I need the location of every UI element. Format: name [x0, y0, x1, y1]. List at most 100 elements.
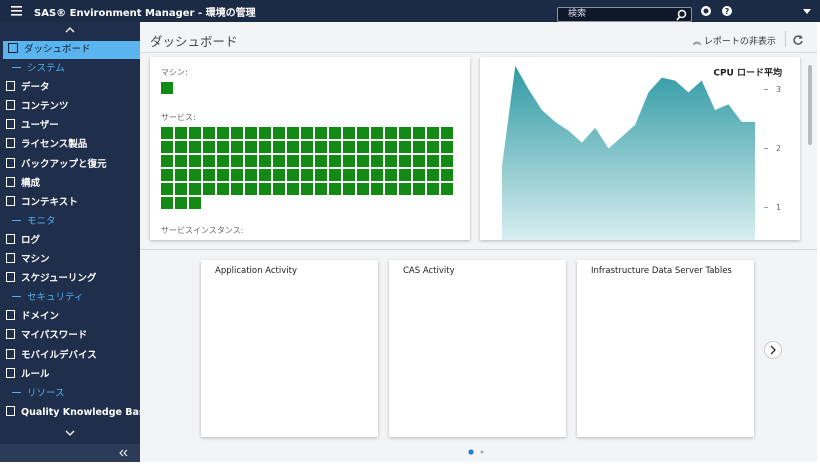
service-square: [413, 183, 425, 195]
toolbar-icons[interactable]: ?: [700, 5, 736, 17]
nav-item[interactable]: マシン: [0, 251, 140, 269]
nav-item[interactable]: ユーザー: [0, 117, 140, 135]
service-square: [371, 141, 383, 153]
nav-item[interactable]: データ: [0, 79, 140, 97]
nav-icon: [6, 176, 15, 187]
nav-icon: [6, 233, 15, 244]
nav-item[interactable]: スケジューリング: [0, 270, 140, 288]
service-square: [427, 183, 439, 195]
app-title: SAS® Environment Manager - 環境の管理: [34, 8, 256, 19]
top-bar: SAS® Environment Manager - 環境の管理 検索 ?: [0, 0, 820, 22]
pagination-dots[interactable]: [466, 448, 486, 456]
report-card: Application Activity: [201, 260, 378, 437]
service-square: [217, 155, 229, 167]
next-button[interactable]: [763, 340, 783, 360]
nav-item[interactable]: Quality Knowledge Bases: [0, 404, 157, 422]
nav-label: マイパスワード: [21, 330, 88, 342]
service-square: [203, 155, 215, 167]
nav-item[interactable]: モバイルデバイス: [0, 347, 140, 365]
collapse-bar[interactable]: [0, 444, 140, 462]
service-square: [287, 183, 299, 195]
nav-item[interactable]: バックアップと復元: [0, 156, 140, 174]
service-square: [329, 155, 341, 167]
nav-label: マシン: [21, 254, 50, 265]
service-square: [301, 169, 313, 181]
search-box[interactable]: 検索: [557, 7, 692, 22]
nav-icon: [6, 253, 15, 263]
service-square: [301, 155, 313, 167]
service-square: [273, 141, 285, 153]
service-square: [245, 155, 257, 167]
service-square: [371, 183, 383, 195]
service-square: [385, 127, 397, 139]
nav-section: リソース: [0, 385, 140, 403]
user-menu[interactable]: [802, 8, 812, 16]
menu-button[interactable]: [10, 5, 24, 17]
y-tick-label: 1: [776, 203, 781, 212]
service-square: [343, 169, 355, 181]
service-square: [413, 169, 425, 181]
nav-label: ログ: [21, 234, 41, 246]
status-card: マシン: サービス: サービスインスタンス:: [150, 57, 470, 240]
card-title: Application Activity: [215, 266, 297, 276]
service-square: [175, 197, 187, 209]
service-square: [161, 127, 173, 139]
service-square: [441, 183, 453, 195]
scroll-down[interactable]: [65, 430, 75, 436]
nav-item[interactable]: ドメイン: [0, 308, 140, 326]
nav-label: ユーザー: [21, 120, 59, 132]
service-square: [287, 169, 299, 181]
service-square: [231, 155, 243, 167]
card-title: Infrastructure Data Server Tables: [591, 266, 732, 276]
service-square: [357, 183, 369, 195]
nav-item[interactable]: コンテンツ: [0, 98, 140, 116]
service-square: [315, 141, 327, 153]
service-square: [217, 141, 229, 153]
service-square: [343, 183, 355, 195]
scrollbar[interactable]: [808, 65, 812, 145]
service-square: [217, 127, 229, 139]
service-square: [427, 127, 439, 139]
chart-title: CPU ロード平均: [713, 67, 782, 79]
service-square: [287, 127, 299, 139]
nav-item[interactable]: コンテキスト: [0, 194, 140, 212]
nav-section: セキュリティ: [0, 289, 140, 307]
nav-label: バックアップと復元: [21, 158, 107, 170]
service-square: [315, 183, 327, 195]
refresh-button[interactable]: [792, 34, 804, 46]
nav-icon: [6, 100, 15, 111]
hide-reports-button[interactable]: ︽ レポートの非表示: [693, 37, 776, 47]
service-square: [371, 155, 383, 167]
nav-item[interactable]: ログ: [0, 232, 140, 250]
header-divider: [140, 52, 817, 53]
nav-label: ルール: [21, 368, 50, 380]
service-square: [329, 141, 341, 153]
service-square: [441, 127, 453, 139]
cpu-chart: CPU ロード平均 1 2 3: [502, 65, 782, 240]
nav-item-active[interactable]: ダッシュボード: [3, 41, 140, 59]
service-square: [175, 155, 187, 167]
service-square: [343, 127, 355, 139]
nav-item[interactable]: マイパスワード: [0, 327, 140, 345]
nav-label: モバイルデバイス: [21, 349, 97, 361]
report-card: CAS Activity: [389, 260, 566, 437]
nav-section: システム: [0, 60, 140, 78]
status-grid: [161, 82, 453, 209]
nav-label: ダッシュボード: [24, 44, 91, 55]
nav-item[interactable]: 構成: [0, 175, 140, 193]
cpu-card: CPU ロード平均 1 2 3: [480, 57, 800, 240]
service-square: [343, 155, 355, 167]
search-icon[interactable]: [676, 9, 688, 21]
service-square: [273, 169, 285, 181]
card-title: CAS Activity: [403, 266, 455, 276]
service-square: [273, 183, 285, 195]
nav-label: コンテキスト: [21, 196, 78, 208]
nav-label: 構成: [21, 177, 41, 189]
nav-icon: [6, 367, 15, 378]
section-heading: セキュリティ: [27, 292, 84, 304]
nav-icon: [6, 157, 15, 168]
nav-item[interactable]: ライセンス製品: [0, 136, 140, 154]
service-square: [189, 169, 201, 181]
scroll-up[interactable]: [65, 27, 75, 33]
nav-item[interactable]: ルール: [0, 366, 140, 384]
